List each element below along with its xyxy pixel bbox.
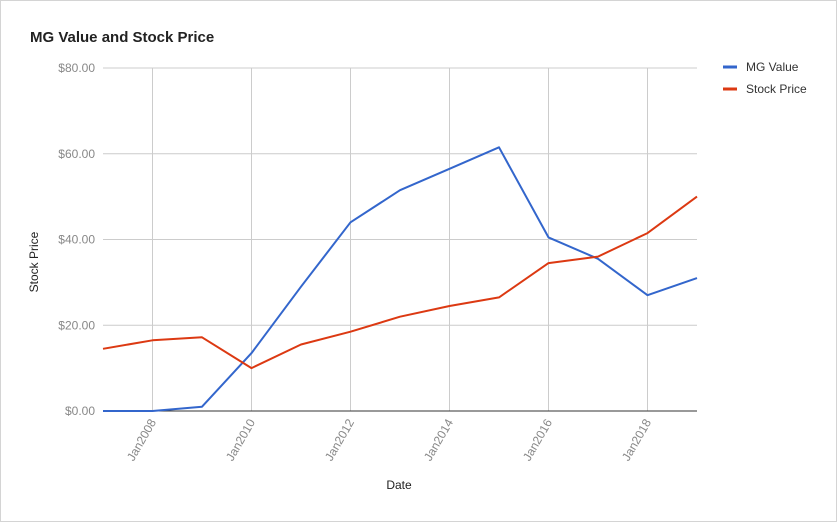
y-tick-label: $80.00 bbox=[58, 61, 95, 75]
x-tick-label: Jan2010 bbox=[223, 416, 258, 463]
series-line-stock-price bbox=[102, 195, 698, 370]
y-tick-label: $0.00 bbox=[65, 404, 95, 418]
series-lines bbox=[102, 146, 698, 412]
y-axis-label: Stock Price bbox=[27, 231, 41, 292]
x-tick-label: Jan2014 bbox=[421, 416, 456, 463]
x-tick-label: Jan2012 bbox=[322, 416, 357, 463]
gridlines bbox=[103, 67, 697, 411]
legend: MG Value Stock Price bbox=[723, 60, 807, 96]
x-tick-label: Jan2016 bbox=[520, 416, 555, 463]
legend-label-mg-value: MG Value bbox=[746, 60, 799, 74]
y-axis-ticks: $0.00 $20.00 $40.00 $60.00 $80.00 bbox=[58, 61, 95, 418]
x-axis-ticks: Jan2008 Jan2010 Jan2012 Jan2014 Jan2016 Jan20… bbox=[124, 416, 654, 463]
x-axis-label: Date bbox=[386, 478, 412, 492]
x-tick-label: Jan2008 bbox=[124, 416, 159, 463]
chart-title: MG Value and Stock Price bbox=[30, 29, 214, 46]
x-tick-label: Jan2018 bbox=[619, 416, 654, 463]
y-tick-label: $20.00 bbox=[58, 318, 95, 332]
y-tick-label: $40.00 bbox=[58, 233, 95, 247]
legend-label-stock-price: Stock Price bbox=[746, 82, 807, 96]
series-line-mg-value bbox=[103, 146, 698, 412]
y-tick-label: $60.00 bbox=[58, 147, 95, 161]
